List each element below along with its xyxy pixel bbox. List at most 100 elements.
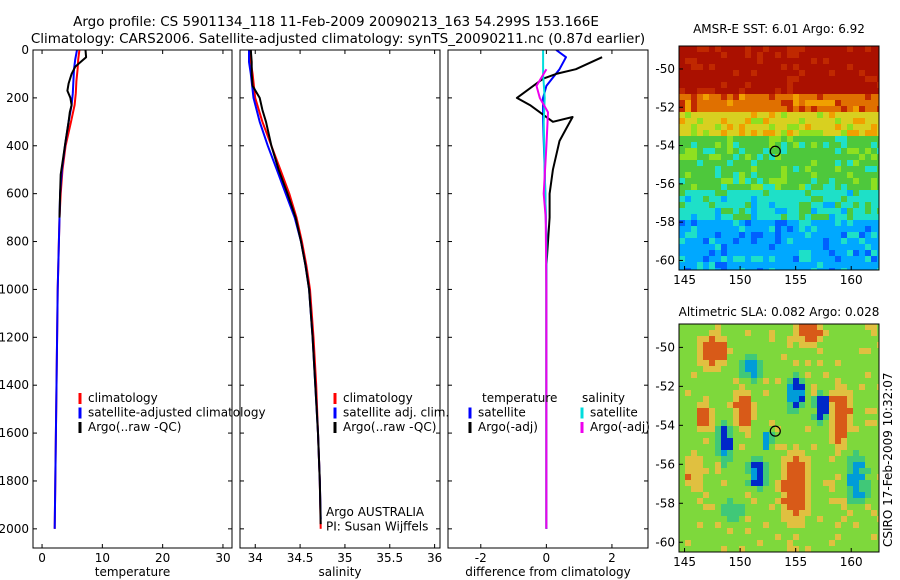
sla-map-cell [721, 330, 727, 336]
sst-map-cell [787, 268, 793, 270]
sla-map-cell [721, 408, 727, 414]
sla-map-cell [865, 456, 871, 462]
sla-map-cell [787, 426, 793, 432]
sla-map-cell [703, 324, 709, 330]
sst-map-cell [817, 268, 823, 270]
sst-map-cell [877, 256, 879, 262]
sst-map-cell [805, 190, 811, 196]
sst-map-cell [757, 232, 763, 238]
sst-map-cell [805, 70, 811, 76]
sla-map-cell [811, 498, 817, 504]
sla-map-cell [715, 474, 721, 480]
sla-map-cell [727, 516, 733, 522]
sla-map-cell [703, 378, 709, 384]
sst-map-cell [853, 178, 859, 184]
sla-map-cell [793, 408, 799, 414]
sst-map-cell [853, 214, 859, 220]
sla-map-cell [847, 444, 853, 450]
sst-map-cell [817, 88, 823, 94]
salinity-xtick-label: 36 [427, 551, 442, 565]
sst-map-cell [805, 256, 811, 262]
sst-map-cell [811, 190, 817, 196]
sst-map-cell [691, 64, 697, 70]
sst-map-cell [763, 214, 769, 220]
sla-map-cell [769, 390, 775, 396]
sst-map-cell [745, 184, 751, 190]
sst-map-cell [739, 76, 745, 82]
sla-map-cell [703, 474, 709, 480]
sla-map-cell [763, 378, 769, 384]
sst-map-cell [829, 166, 835, 172]
sla-map-cell [829, 372, 835, 378]
sla-map-cell [835, 360, 841, 366]
sst-map-cell [721, 196, 727, 202]
sst-map-cell [715, 250, 721, 256]
sla-map-cell [829, 456, 835, 462]
sla-map-cell [703, 468, 709, 474]
sla-map-cell [691, 354, 697, 360]
sla-map-cell [679, 456, 685, 462]
sst-map-cell [853, 148, 859, 154]
sla-map-cell [751, 480, 757, 486]
sst-map-cell [685, 88, 691, 94]
sst-map-cell [727, 46, 733, 52]
sla-map-cell [721, 450, 727, 456]
sst-map-cell [757, 130, 763, 136]
sst-map-cell [691, 202, 697, 208]
sla-map-cell [709, 456, 715, 462]
sla-map-cell [829, 522, 835, 528]
sla-map-cell [703, 546, 709, 552]
sst-map-cell [799, 238, 805, 244]
difference-legend-label: Argo(-adj) [478, 420, 538, 434]
sst-map-cell [739, 238, 745, 244]
sst-map-cell [859, 172, 865, 178]
sla-map-cell [829, 450, 835, 456]
sst-map-cell [829, 190, 835, 196]
sla-map-cell [697, 468, 703, 474]
sst-map-cell [709, 106, 715, 112]
sst-map-cell [811, 148, 817, 154]
sst-map-cell [781, 166, 787, 172]
sla-map-xtick-label: 160 [840, 555, 863, 569]
sla-map-cell [697, 342, 703, 348]
sst-map-cell [727, 190, 733, 196]
sla-map-cell [691, 360, 697, 366]
sla-map-cell [787, 498, 793, 504]
sst-map-cell [733, 172, 739, 178]
sla-map-cell [703, 438, 709, 444]
sst-map-cell [745, 46, 751, 52]
sst-map-cell [751, 106, 757, 112]
sla-map-cell [727, 498, 733, 504]
sla-map-cell [793, 492, 799, 498]
sla-map-cell [691, 390, 697, 396]
sst-map-cell [751, 58, 757, 64]
sla-map-cell [859, 492, 865, 498]
sst-map-cell [757, 214, 763, 220]
sla-map-cell [877, 336, 879, 342]
sla-map-cell [787, 516, 793, 522]
sla-map-cell [715, 438, 721, 444]
sst-map-cell [679, 166, 685, 172]
sst-map-cell [841, 184, 847, 190]
sst-map-cell [781, 58, 787, 64]
sla-map-cell [877, 402, 879, 408]
sst-map-cell [691, 256, 697, 262]
sla-map-cell [841, 534, 847, 540]
sst-map-cell [823, 244, 829, 250]
sla-map-cell [715, 348, 721, 354]
sla-map-cell [835, 414, 841, 420]
sla-map-cell [733, 450, 739, 456]
sst-map-cell [871, 232, 877, 238]
sst-map-cell [841, 76, 847, 82]
sla-map-cell [823, 534, 829, 540]
sla-map-cell [871, 432, 877, 438]
sla-map-cell [829, 384, 835, 390]
sla-map-cell [805, 348, 811, 354]
sst-map-cell [715, 244, 721, 250]
sla-map-cell [877, 354, 879, 360]
sst-map-cell [865, 172, 871, 178]
depth-tick-label: 1800 [0, 474, 29, 488]
sla-map-cell [727, 432, 733, 438]
sla-map-cell [715, 402, 721, 408]
sst-map-cell [685, 112, 691, 118]
